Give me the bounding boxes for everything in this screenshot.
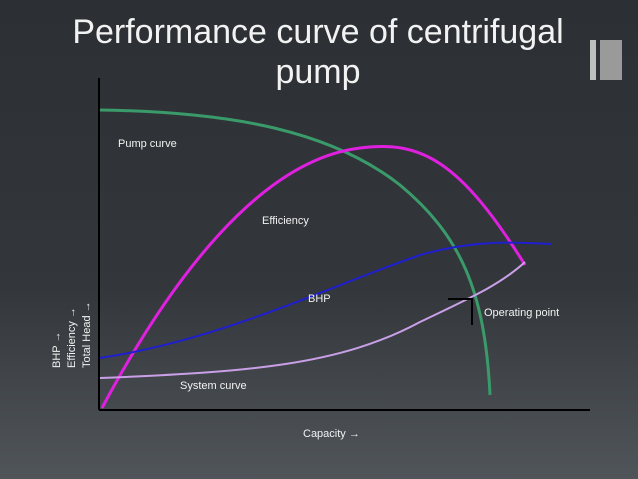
y-axis-label: Efficiency →	[66, 307, 78, 368]
operating-point-marker	[448, 298, 473, 325]
system-curve	[99, 261, 526, 379]
curve-label: BHP	[308, 293, 331, 305]
x-axis-label: Capacity →	[303, 428, 360, 440]
y-axis-label: Total Head →	[81, 301, 93, 368]
y-axis-label: BHP →	[51, 332, 63, 368]
deco-bar	[600, 40, 622, 80]
deco-bar	[590, 40, 596, 80]
bhp-curve	[99, 241, 553, 359]
efficiency-curve	[100, 144, 527, 409]
slide-title: Performance curve of centrifugal pump	[72, 13, 564, 91]
curve-label: Efficiency	[262, 215, 309, 227]
curve-label: System curve	[180, 380, 247, 392]
pump-curve	[99, 108, 492, 396]
curve-label: Operating point	[484, 307, 559, 319]
curve-label: Pump curve	[118, 138, 177, 150]
